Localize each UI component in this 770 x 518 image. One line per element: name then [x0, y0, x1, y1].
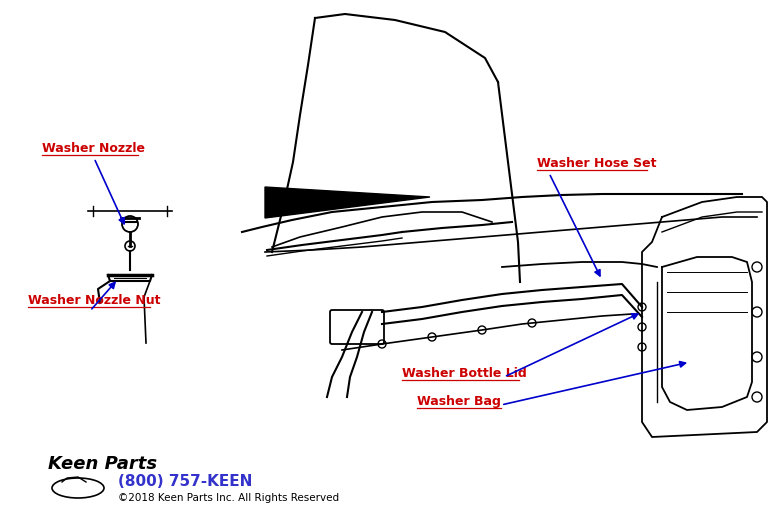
Ellipse shape: [52, 478, 104, 498]
Text: ©2018 Keen Parts Inc. All Rights Reserved: ©2018 Keen Parts Inc. All Rights Reserve…: [118, 493, 339, 503]
Text: Washer Nozzle Nut: Washer Nozzle Nut: [28, 294, 160, 307]
Text: Washer Hose Set: Washer Hose Set: [537, 157, 657, 170]
Text: (800) 757-KEEN: (800) 757-KEEN: [118, 474, 253, 489]
Text: Washer Nozzle: Washer Nozzle: [42, 142, 145, 155]
Text: Washer Bottle Lid: Washer Bottle Lid: [402, 367, 527, 380]
FancyBboxPatch shape: [330, 310, 384, 344]
Polygon shape: [265, 187, 430, 218]
Ellipse shape: [331, 311, 383, 343]
Text: Keen Parts: Keen Parts: [48, 455, 157, 473]
Text: Washer Bag: Washer Bag: [417, 395, 500, 408]
